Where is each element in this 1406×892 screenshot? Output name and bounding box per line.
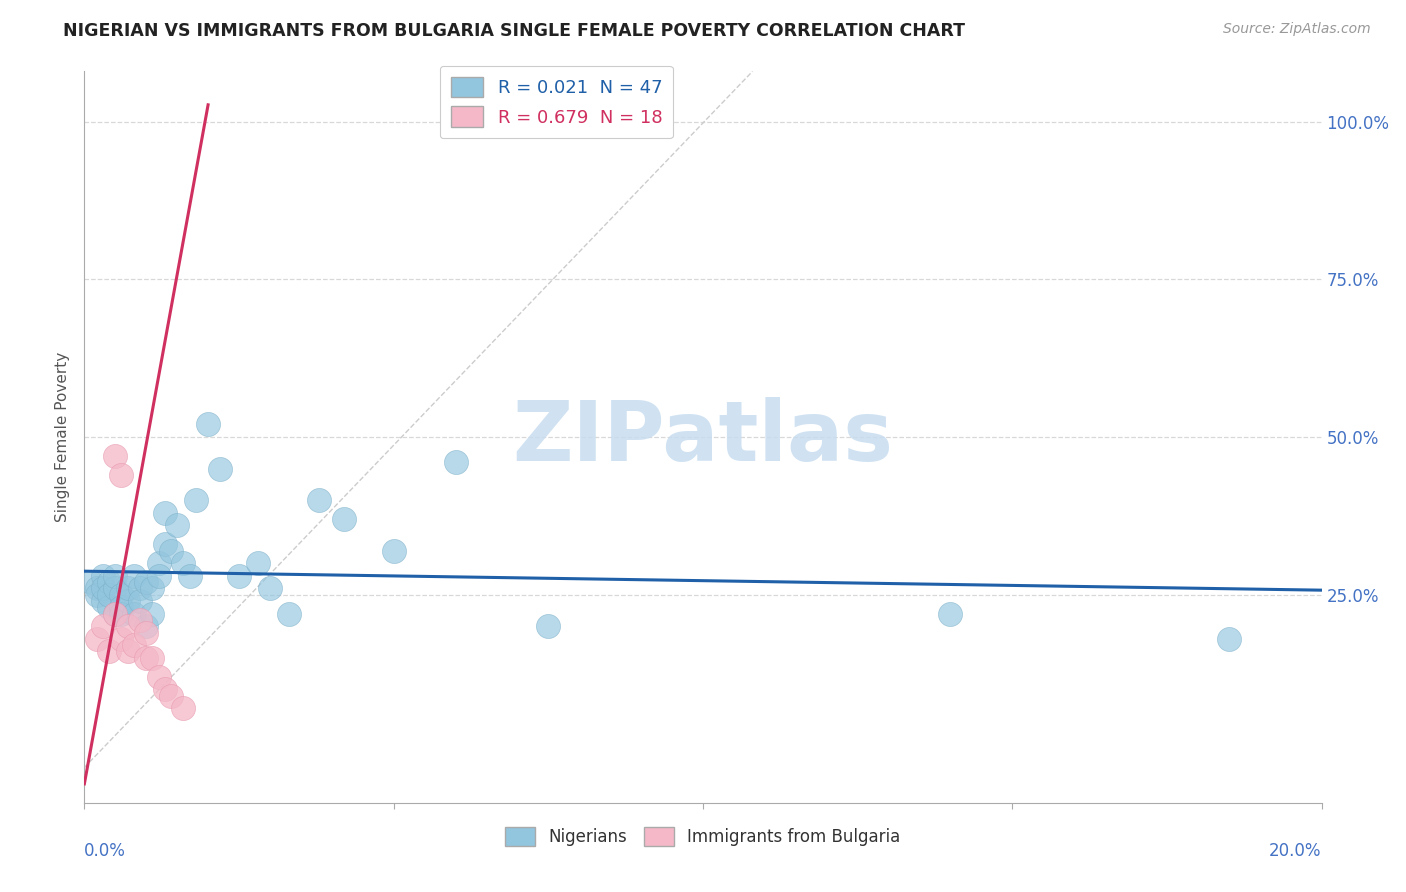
Point — [98, 600, 121, 615]
Point — [277, 607, 299, 621]
Point — [104, 449, 127, 463]
Point — [110, 607, 132, 621]
Point — [79, 575, 101, 590]
Point — [209, 461, 232, 475]
Point — [110, 632, 132, 646]
Point — [98, 644, 121, 658]
Point — [91, 569, 114, 583]
Point — [184, 493, 207, 508]
Point — [153, 682, 176, 697]
Point — [259, 582, 281, 596]
Point — [444, 455, 467, 469]
Point — [148, 670, 170, 684]
Point — [110, 588, 132, 602]
Text: NIGERIAN VS IMMIGRANTS FROM BULGARIA SINGLE FEMALE POVERTY CORRELATION CHART: NIGERIAN VS IMMIGRANTS FROM BULGARIA SIN… — [63, 22, 966, 40]
Point — [117, 644, 139, 658]
Point — [135, 650, 157, 665]
Point — [333, 512, 356, 526]
Point — [179, 569, 201, 583]
Point — [86, 582, 108, 596]
Point — [122, 569, 145, 583]
Point — [197, 417, 219, 432]
Point — [86, 632, 108, 646]
Point — [110, 600, 132, 615]
Point — [148, 569, 170, 583]
Text: 0.0%: 0.0% — [84, 842, 127, 860]
Point — [117, 594, 139, 608]
Point — [141, 650, 163, 665]
Point — [148, 556, 170, 570]
Point — [135, 625, 157, 640]
Point — [135, 619, 157, 633]
Point — [104, 607, 127, 621]
Point — [166, 518, 188, 533]
Point — [153, 537, 176, 551]
Point — [228, 569, 250, 583]
Point — [153, 506, 176, 520]
Point — [98, 588, 121, 602]
Point — [86, 588, 108, 602]
Point — [110, 467, 132, 482]
Point — [91, 582, 114, 596]
Text: Source: ZipAtlas.com: Source: ZipAtlas.com — [1223, 22, 1371, 37]
Point — [308, 493, 330, 508]
Point — [1218, 632, 1240, 646]
Point — [172, 701, 194, 715]
Point — [141, 607, 163, 621]
Point — [91, 619, 114, 633]
Point — [91, 594, 114, 608]
Point — [172, 556, 194, 570]
Point — [129, 594, 152, 608]
Point — [141, 582, 163, 596]
Point — [104, 582, 127, 596]
Point — [104, 569, 127, 583]
Point — [160, 543, 183, 558]
Point — [135, 575, 157, 590]
Point — [246, 556, 269, 570]
Point — [104, 607, 127, 621]
Text: 20.0%: 20.0% — [1270, 842, 1322, 860]
Point — [122, 638, 145, 652]
Point — [537, 619, 560, 633]
Point — [939, 607, 962, 621]
Point — [117, 582, 139, 596]
Legend: Nigerians, Immigrants from Bulgaria: Nigerians, Immigrants from Bulgaria — [499, 821, 907, 853]
Point — [129, 582, 152, 596]
Point — [122, 607, 145, 621]
Point — [98, 575, 121, 590]
Point — [129, 613, 152, 627]
Point — [382, 543, 405, 558]
Point — [160, 689, 183, 703]
Y-axis label: Single Female Poverty: Single Female Poverty — [55, 352, 70, 522]
Text: ZIPatlas: ZIPatlas — [513, 397, 893, 477]
Point — [117, 619, 139, 633]
